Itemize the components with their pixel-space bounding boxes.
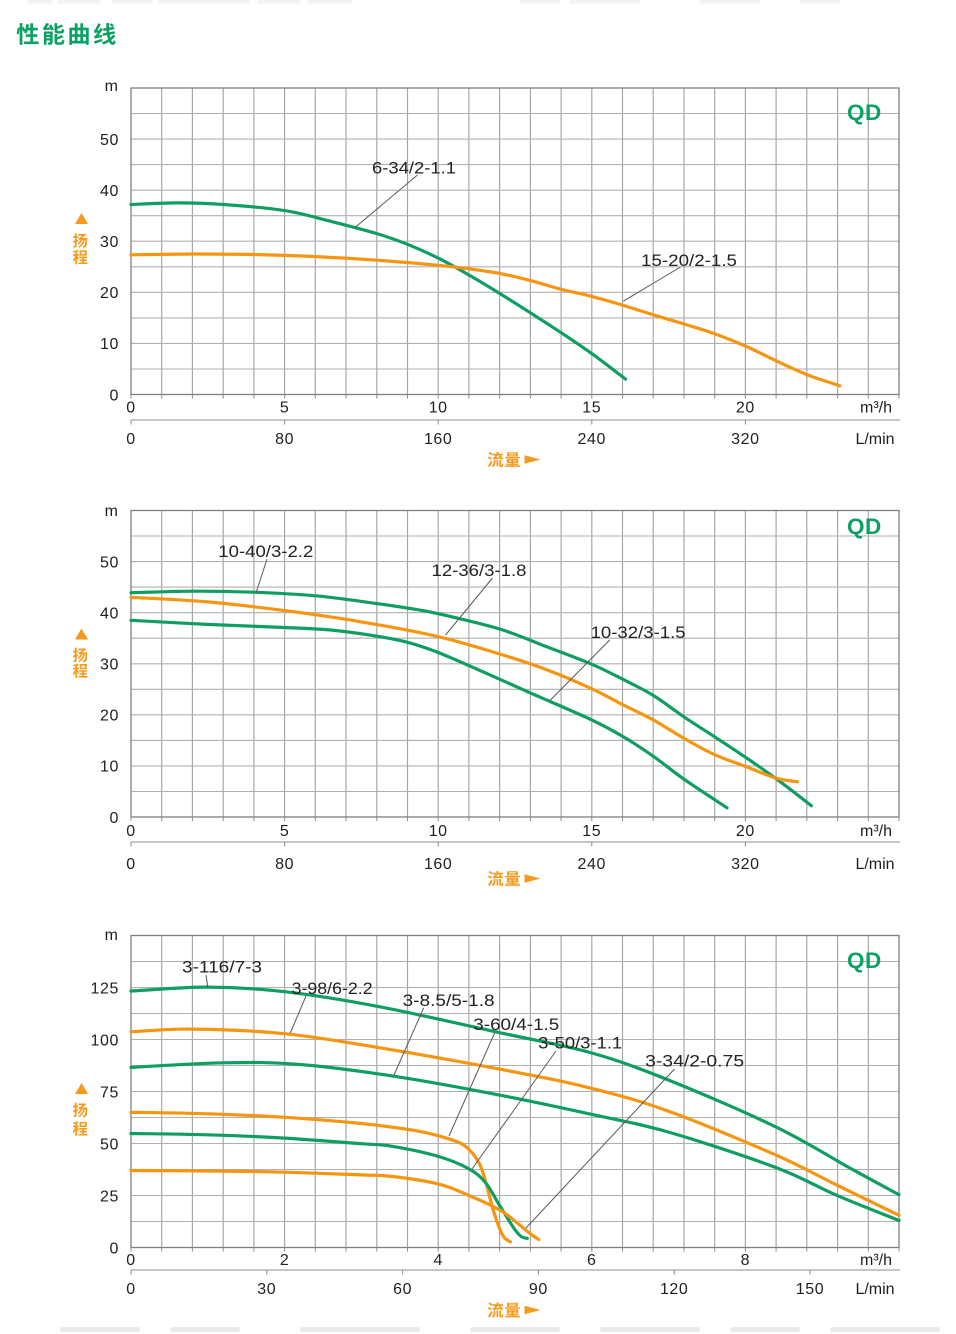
svg-text:10: 10 [429,823,448,840]
svg-text:20: 20 [736,823,755,840]
svg-text:L/min: L/min [855,1281,894,1298]
svg-text:m³/h: m³/h [860,1252,892,1269]
svg-text:80: 80 [275,856,294,873]
svg-text:m: m [105,503,118,520]
svg-text:10: 10 [429,399,448,416]
svg-text:20: 20 [736,399,755,416]
svg-text:240: 240 [578,856,607,873]
svg-text:320: 320 [731,856,760,873]
svg-text:80: 80 [275,431,294,448]
svg-text:40: 40 [100,606,119,623]
svg-text:m³/h: m³/h [860,823,892,840]
svg-text:L/min: L/min [855,856,894,873]
svg-text:m: m [105,78,118,95]
svg-text:0: 0 [110,387,120,404]
svg-text:QD: QD [847,100,882,125]
svg-text:5: 5 [280,823,290,840]
svg-text:3-34/2-0.75: 3-34/2-0.75 [645,1052,744,1071]
svg-text:3-60/4-1.5: 3-60/4-1.5 [473,1015,559,1034]
svg-text:30: 30 [100,657,119,674]
svg-text:125: 125 [91,980,120,997]
svg-text:m³/h: m³/h [860,399,892,416]
svg-text:25: 25 [100,1188,119,1205]
svg-text:150: 150 [796,1281,825,1298]
svg-text:QD: QD [847,948,882,973]
svg-text:160: 160 [424,856,453,873]
svg-text:5: 5 [280,399,290,416]
svg-text:0: 0 [126,431,136,448]
svg-text:40: 40 [100,183,119,200]
svg-text:0: 0 [110,810,120,827]
svg-text:20: 20 [100,708,119,725]
svg-text:50: 50 [100,554,119,571]
svg-text:15-20/2-1.5: 15-20/2-1.5 [641,251,737,270]
svg-text:0: 0 [126,823,136,840]
svg-text:QD: QD [847,514,882,539]
svg-text:120: 120 [660,1281,689,1298]
svg-text:90: 90 [529,1281,548,1298]
svg-text:2: 2 [280,1252,290,1269]
svg-text:50: 50 [100,132,119,149]
svg-text:3-98/6-2.2: 3-98/6-2.2 [292,979,373,998]
svg-text:0: 0 [126,399,136,416]
svg-text:10: 10 [100,336,119,353]
svg-text:10-40/3-2.2: 10-40/3-2.2 [218,542,313,561]
svg-text:160: 160 [424,431,453,448]
svg-text:12-36/3-1.8: 12-36/3-1.8 [432,561,527,580]
svg-text:30: 30 [100,234,119,251]
svg-text:10-32/3-1.5: 10-32/3-1.5 [591,623,686,642]
svg-text:3-116/7-3: 3-116/7-3 [182,958,262,977]
svg-text:50: 50 [100,1136,119,1153]
svg-text:6: 6 [587,1252,597,1269]
svg-text:320: 320 [731,431,760,448]
svg-text:3-8.5/5-1.8: 3-8.5/5-1.8 [403,991,495,1010]
svg-text:75: 75 [100,1084,119,1101]
svg-text:0: 0 [126,856,136,873]
svg-text:m: m [105,927,118,944]
svg-text:15: 15 [582,823,601,840]
svg-text:240: 240 [578,431,607,448]
svg-text:0: 0 [110,1240,120,1257]
svg-text:20: 20 [100,285,119,302]
svg-text:4: 4 [433,1252,443,1269]
svg-text:6-34/2-1.1: 6-34/2-1.1 [372,159,456,178]
svg-text:0: 0 [126,1281,136,1298]
svg-text:100: 100 [91,1032,120,1049]
svg-text:60: 60 [393,1281,412,1298]
svg-text:3-50/3-1.1: 3-50/3-1.1 [538,1034,622,1053]
svg-text:15: 15 [582,399,601,416]
svg-text:8: 8 [741,1252,751,1269]
svg-text:10: 10 [100,759,119,776]
svg-text:L/min: L/min [855,431,894,448]
svg-text:30: 30 [257,1281,276,1298]
svg-text:0: 0 [126,1252,136,1269]
